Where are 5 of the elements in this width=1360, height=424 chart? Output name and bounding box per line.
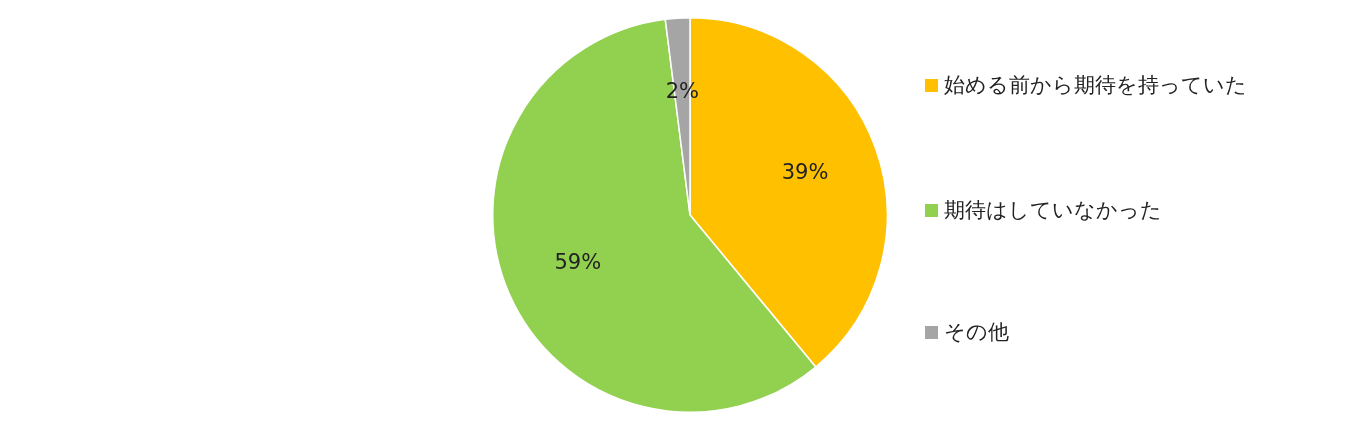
data-label: 39%	[781, 160, 829, 185]
legend-label: その他	[944, 319, 1009, 346]
legend-label: 始める前から期待を持っていた	[944, 72, 1247, 99]
data-label: 59%	[554, 250, 602, 275]
legend-label: 期待はしていなかった	[944, 197, 1162, 224]
